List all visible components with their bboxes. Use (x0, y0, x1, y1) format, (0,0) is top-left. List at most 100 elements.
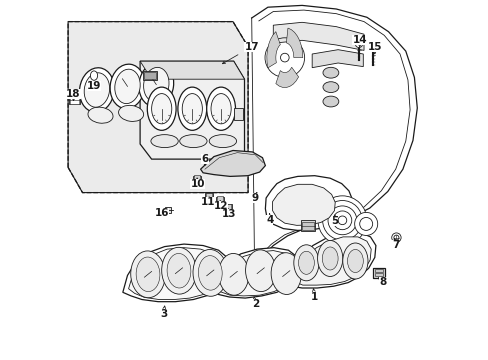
Ellipse shape (84, 73, 109, 107)
Ellipse shape (322, 96, 338, 107)
Text: 1: 1 (310, 292, 318, 302)
Bar (373, 268, 384, 278)
Ellipse shape (347, 249, 363, 273)
Ellipse shape (147, 87, 176, 130)
Text: 13: 13 (222, 209, 236, 219)
Bar (142, 71, 157, 80)
Ellipse shape (206, 87, 235, 130)
Bar (225, 204, 231, 209)
Circle shape (337, 216, 346, 225)
Bar (70, 97, 79, 104)
Bar (234, 108, 243, 120)
Ellipse shape (218, 253, 248, 295)
Polygon shape (294, 237, 370, 285)
Circle shape (327, 206, 356, 235)
Ellipse shape (178, 87, 206, 130)
Ellipse shape (162, 247, 196, 294)
Bar (194, 180, 200, 185)
Bar (217, 201, 223, 206)
Ellipse shape (179, 135, 206, 148)
Ellipse shape (317, 240, 342, 276)
Ellipse shape (293, 245, 318, 281)
Ellipse shape (322, 247, 337, 270)
Ellipse shape (115, 69, 140, 104)
Text: 5: 5 (330, 216, 337, 226)
Bar (69, 96, 80, 104)
Ellipse shape (151, 135, 178, 148)
Polygon shape (216, 251, 296, 296)
Ellipse shape (151, 94, 171, 124)
Text: 19: 19 (87, 81, 101, 91)
Circle shape (393, 235, 398, 240)
Text: 7: 7 (391, 240, 399, 250)
Text: 2: 2 (251, 299, 258, 309)
Ellipse shape (198, 256, 222, 290)
Polygon shape (211, 248, 300, 298)
Circle shape (332, 211, 351, 230)
Bar (193, 176, 201, 186)
Text: 12: 12 (213, 201, 228, 211)
Bar (217, 196, 223, 201)
Bar (216, 197, 224, 207)
Bar (163, 208, 167, 211)
Text: 18: 18 (66, 89, 81, 99)
Polygon shape (273, 22, 363, 50)
Ellipse shape (88, 107, 113, 123)
Polygon shape (286, 28, 302, 58)
Ellipse shape (143, 67, 169, 102)
Text: 10: 10 (190, 179, 204, 189)
Ellipse shape (90, 71, 98, 80)
Text: 6: 6 (201, 154, 208, 164)
Circle shape (322, 201, 362, 240)
Bar (164, 207, 171, 213)
Text: 9: 9 (251, 193, 258, 203)
Ellipse shape (147, 104, 172, 120)
Bar (374, 269, 383, 272)
Bar (302, 222, 313, 230)
Bar (206, 193, 212, 197)
Polygon shape (272, 184, 335, 225)
Polygon shape (266, 32, 280, 68)
Polygon shape (288, 232, 375, 288)
Ellipse shape (130, 251, 165, 298)
Polygon shape (68, 22, 247, 193)
Text: 14: 14 (352, 35, 366, 45)
Bar (225, 209, 231, 213)
Bar (301, 220, 314, 231)
Bar (206, 197, 212, 202)
Text: 3: 3 (160, 309, 167, 319)
Polygon shape (200, 150, 265, 176)
Ellipse shape (110, 64, 144, 109)
Text: 8: 8 (379, 276, 386, 287)
Ellipse shape (139, 62, 173, 107)
Ellipse shape (298, 251, 314, 274)
Polygon shape (128, 248, 224, 300)
Text: 17: 17 (244, 42, 259, 52)
Ellipse shape (80, 68, 114, 112)
Bar (374, 273, 383, 276)
Ellipse shape (211, 94, 231, 124)
Bar (144, 72, 156, 79)
Circle shape (354, 212, 377, 235)
Polygon shape (311, 50, 363, 68)
Ellipse shape (322, 82, 338, 93)
Polygon shape (140, 61, 244, 159)
Bar (224, 204, 232, 215)
Circle shape (280, 53, 288, 62)
Ellipse shape (118, 105, 143, 121)
Ellipse shape (209, 135, 236, 148)
Bar (205, 193, 213, 203)
Ellipse shape (182, 94, 202, 124)
Polygon shape (122, 244, 230, 302)
Ellipse shape (167, 253, 190, 288)
Ellipse shape (136, 257, 160, 292)
Text: 4: 4 (265, 215, 273, 225)
Ellipse shape (245, 250, 275, 292)
Text: 16: 16 (154, 208, 169, 218)
Circle shape (317, 196, 366, 245)
Ellipse shape (270, 253, 301, 294)
Circle shape (369, 44, 376, 51)
Polygon shape (275, 67, 298, 87)
Circle shape (355, 40, 362, 48)
Polygon shape (140, 61, 244, 79)
